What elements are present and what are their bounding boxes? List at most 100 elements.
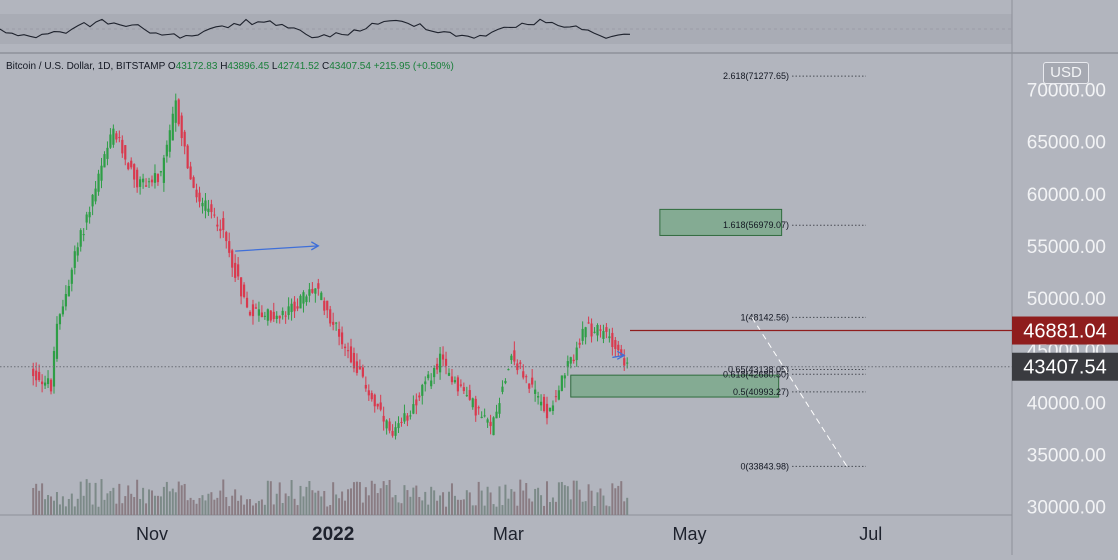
volume-bar	[382, 481, 385, 515]
volume-bar	[118, 483, 121, 515]
candle-body	[599, 329, 602, 331]
candle-body	[130, 160, 133, 168]
candle-body	[141, 178, 145, 183]
volume-bar	[471, 505, 474, 515]
volume-bar	[537, 487, 540, 515]
volume-bar	[103, 499, 106, 515]
candle-body	[269, 310, 272, 321]
volume-bar	[344, 500, 347, 515]
candle-body	[412, 404, 415, 414]
candle-body	[569, 357, 572, 364]
candle-body	[593, 331, 596, 333]
high-label: H	[220, 61, 228, 72]
volume-bar	[453, 495, 456, 515]
volume-bar	[76, 498, 79, 515]
volume-bar	[174, 492, 177, 515]
volume-bar	[599, 488, 602, 515]
candle-body	[254, 307, 258, 309]
volume-bar	[284, 493, 287, 515]
candle-body	[421, 384, 424, 396]
volume-bar	[575, 480, 578, 515]
volume-bar	[323, 490, 326, 515]
currency-button[interactable]: USD	[1043, 62, 1089, 84]
volume-bar	[501, 505, 504, 515]
candle-body	[438, 353, 442, 373]
candle-body	[486, 419, 489, 423]
volume-bar	[436, 500, 439, 515]
volume-bar	[445, 506, 448, 515]
candle-body	[623, 358, 626, 366]
candle-body	[100, 165, 103, 181]
volume-bar	[73, 506, 76, 515]
volume-bar	[121, 503, 124, 515]
volume-bar	[605, 505, 608, 515]
volume-bar	[341, 491, 344, 515]
volume-bar	[38, 490, 41, 515]
volume-bar	[326, 506, 329, 515]
fib-level-label: 0.65(43138.05)	[728, 365, 789, 375]
candle-body	[566, 361, 569, 368]
volume-bar	[290, 480, 293, 515]
candle-body	[52, 351, 56, 387]
candle-body	[370, 393, 373, 400]
volume-bar	[299, 485, 302, 515]
candle-body	[575, 347, 578, 361]
candle-body	[338, 328, 341, 337]
candle-body	[581, 328, 584, 341]
y-tick-label: 70000.00	[1027, 81, 1106, 102]
volume-bar	[186, 500, 189, 515]
volume-bar	[94, 482, 97, 515]
volume-bar	[519, 479, 522, 515]
fib-level-label: 0.618(42680.50)	[723, 369, 789, 379]
volume-bar	[213, 499, 216, 515]
candle-body	[133, 164, 136, 180]
volume-bar	[278, 482, 281, 515]
volume-bar	[207, 493, 210, 515]
volume-bar	[611, 483, 614, 515]
candle-body	[367, 390, 370, 396]
volume-bar	[602, 495, 605, 515]
volume-bar	[364, 487, 367, 515]
volume-bar	[593, 505, 596, 515]
volume-bar	[64, 506, 67, 515]
candle-body	[602, 331, 605, 339]
candle-body	[195, 189, 198, 198]
candle-body	[242, 284, 246, 297]
candle-body	[153, 173, 157, 183]
candle-body	[58, 314, 62, 325]
candle-body	[260, 312, 263, 318]
volume-bar	[67, 498, 70, 515]
volume-bar	[171, 488, 174, 515]
high-value: 43896.45	[227, 61, 270, 72]
candle-body	[620, 349, 623, 356]
candle-body	[207, 208, 210, 213]
candle-body	[308, 289, 311, 296]
candle-body	[584, 327, 587, 338]
volume-bar	[320, 496, 323, 515]
candle-body	[248, 311, 252, 316]
volume-bar	[459, 499, 462, 515]
volume-bar	[352, 482, 355, 515]
volume-bar	[403, 485, 406, 515]
candle-body	[614, 340, 617, 350]
volume-bar	[569, 499, 572, 515]
candle-body	[189, 166, 192, 180]
candle-body	[222, 218, 225, 231]
candle-body	[219, 228, 222, 231]
candle-body	[433, 367, 436, 378]
volume-bar	[587, 484, 590, 515]
candle-body	[335, 322, 338, 324]
candle-body	[379, 402, 382, 410]
volume-group	[32, 479, 629, 515]
candle-body	[159, 171, 163, 173]
candle-body	[355, 361, 359, 373]
candle-body	[400, 421, 403, 423]
candle-body	[302, 292, 305, 304]
volume-bar	[406, 490, 409, 515]
volume-bar	[528, 498, 531, 515]
volume-bar	[379, 488, 382, 515]
volume-bar	[243, 504, 246, 515]
